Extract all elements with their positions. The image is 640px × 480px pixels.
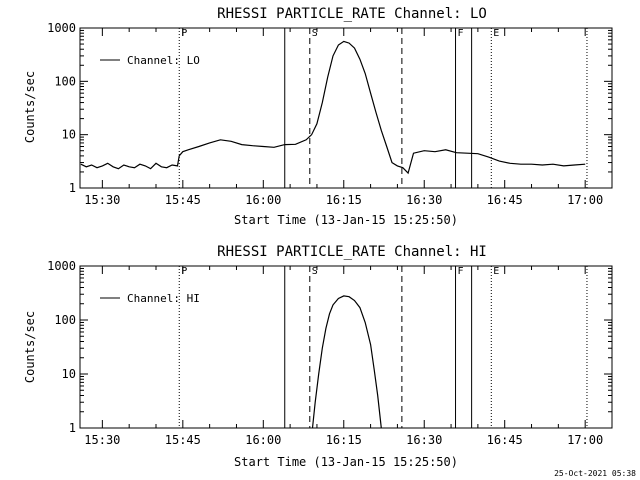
x-tick-label: 17:00	[567, 193, 603, 207]
panel-hi: RHESSI PARTICLE_RATE Channel: HI Start T…	[23, 244, 613, 469]
x-tick-label: 15:45	[165, 433, 201, 447]
x-tick-label: 16:30	[406, 433, 442, 447]
x-tick-label: 15:30	[84, 433, 120, 447]
y-tick-label: 1000	[47, 259, 76, 273]
x-tick-label: 15:30	[84, 193, 120, 207]
legend-label: Channel: HI	[127, 292, 200, 305]
event-marker-label: S	[312, 28, 318, 39]
x-tick-label: 16:00	[245, 193, 281, 207]
y-tick-label: 10	[62, 367, 76, 381]
panel-lo: RHESSI PARTICLE_RATE Channel: LO Start T…	[23, 6, 613, 227]
y-tick-label: 1	[69, 181, 76, 195]
series-line	[311, 295, 382, 429]
x-tick-label: 16:15	[326, 433, 362, 447]
event-marker-label: S	[312, 266, 318, 277]
x-tick-label: 15:45	[165, 193, 201, 207]
legend-label: Channel: LO	[127, 54, 200, 67]
event-marker-label: E	[493, 266, 499, 277]
event-marker-label: P	[181, 266, 187, 277]
y-tick-label: 1	[69, 421, 76, 435]
chart-title: RHESSI PARTICLE_RATE Channel: LO	[217, 6, 487, 22]
y-tick-label: 10	[62, 128, 76, 142]
x-tick-label: 16:45	[487, 193, 523, 207]
x-axis-label: Start Time (13-Jan-15 15:25:50)	[234, 213, 458, 227]
x-tick-label: 16:30	[406, 193, 442, 207]
x-tick-label: 17:00	[567, 433, 603, 447]
chart-title: RHESSI PARTICLE_RATE Channel: HI	[217, 244, 487, 260]
series-line	[80, 40, 586, 175]
x-tick-label: 16:15	[326, 193, 362, 207]
x-tick-label: 16:45	[487, 433, 523, 447]
event-marker-label: F	[458, 28, 464, 39]
y-axis-label: Counts/sec	[23, 311, 37, 383]
y-tick-label: 100	[54, 313, 76, 327]
event-marker-label: P	[181, 28, 187, 39]
event-marker-label: E	[493, 28, 499, 39]
x-axis-label: Start Time (13-Jan-15 15:25:50)	[234, 455, 458, 469]
y-tick-label: 1000	[47, 21, 76, 35]
y-axis-label: Counts/sec	[23, 71, 37, 143]
event-marker-label: F	[458, 266, 464, 277]
plot-frame	[79, 265, 613, 429]
y-tick-label: 100	[54, 74, 76, 88]
timestamp: 25-Oct-2021 05:38	[554, 469, 636, 478]
x-tick-label: 16:00	[245, 433, 281, 447]
plot-frame	[79, 27, 613, 189]
